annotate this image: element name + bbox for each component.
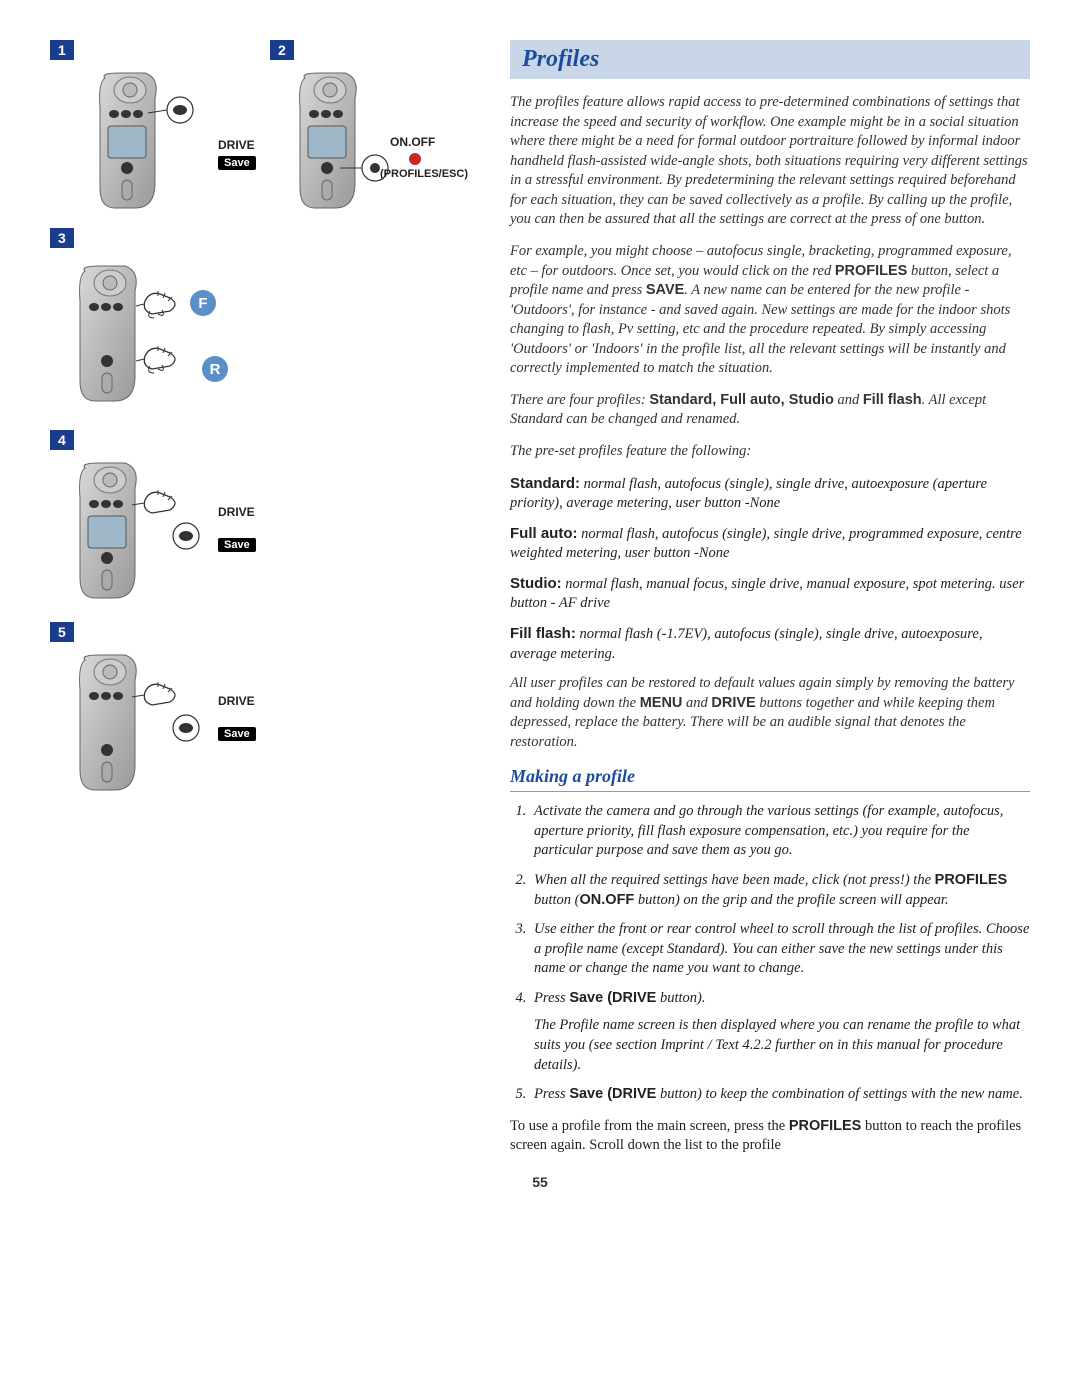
camera-grip-icon (50, 256, 230, 416)
save-label: Save (218, 538, 256, 552)
diagram-2: 2 ON.OFF (PROFILES/ESC) (270, 40, 480, 218)
diagram-number: 3 (50, 228, 74, 248)
page-layout: 1 DRIVE Save 2 (50, 40, 1030, 1156)
diagram-3: 3 F R (50, 228, 260, 416)
onoff-label: ON.OFF (390, 135, 435, 149)
rear-wheel-badge: R (202, 356, 228, 382)
diagram-number: 2 (270, 40, 294, 60)
profiles-esc-label: (PROFILES/ESC) (380, 168, 468, 180)
diagram-5: 5 DRIVE Save (50, 622, 260, 800)
intro-p1: The profiles feature allows rapid access… (510, 93, 1030, 230)
section-header: Profiles (510, 40, 1030, 79)
intro-p3: There are four profiles: Standard, Full … (510, 391, 1030, 430)
step-2: When all the required settings have been… (530, 871, 1030, 910)
diagram-number: 4 (50, 430, 74, 450)
diagram-number: 5 (50, 622, 74, 642)
diagram-4: 4 DRIVE Save (50, 430, 260, 608)
step-5: Press Save (DRIVE button) to keep the co… (530, 1085, 1030, 1105)
step-list-cont: Press Save (DRIVE button) to keep the co… (510, 1085, 1030, 1105)
page-number: 55 (50, 1174, 1030, 1190)
save-label: Save (218, 156, 256, 170)
step-1: Activate the camera and go through the v… (530, 802, 1030, 861)
section-title: Profiles (522, 46, 599, 72)
camera-grip-icon (270, 68, 390, 218)
intro-p2: For example, you might choose – autofocu… (510, 242, 1030, 379)
front-wheel-badge: F (190, 290, 216, 316)
restore-p: All user profiles can be restored to def… (510, 674, 1030, 752)
making-header: Making a profile (510, 766, 1030, 792)
diagram-number: 1 (50, 40, 74, 60)
save-label: Save (218, 727, 256, 741)
step-3: Use either the front or rear control whe… (530, 920, 1030, 979)
text-column: Profiles The profiles feature allows rap… (510, 40, 1030, 1156)
diagram-1: 1 DRIVE Save (50, 40, 260, 218)
drive-label: DRIVE (218, 138, 255, 152)
step-list: Activate the camera and go through the v… (510, 802, 1030, 1008)
camera-grip-icon (50, 650, 230, 800)
profile-standard: Standard: normal flash, autofocus (singl… (510, 474, 1030, 514)
drive-label: DRIVE (218, 505, 255, 519)
camera-grip-icon (50, 458, 230, 608)
drive-label: DRIVE (218, 694, 255, 708)
step-4: Press Save (DRIVE button). (530, 989, 1030, 1009)
profile-studio: Studio: normal flash, manual focus, sing… (510, 574, 1030, 614)
profile-fullauto: Full auto: normal flash, autofocus (sing… (510, 524, 1030, 564)
profile-fillflash: Fill flash: normal flash (-1.7EV), autof… (510, 624, 1030, 664)
footer-text: To use a profile from the main screen, p… (510, 1117, 1030, 1156)
diagram-column: 1 DRIVE Save 2 (50, 40, 480, 1156)
step-4-sub: The Profile name screen is then displaye… (534, 1016, 1030, 1075)
red-dot-icon (409, 153, 421, 165)
intro-p4: The pre-set profiles feature the followi… (510, 442, 1030, 462)
camera-grip-icon (50, 68, 200, 218)
